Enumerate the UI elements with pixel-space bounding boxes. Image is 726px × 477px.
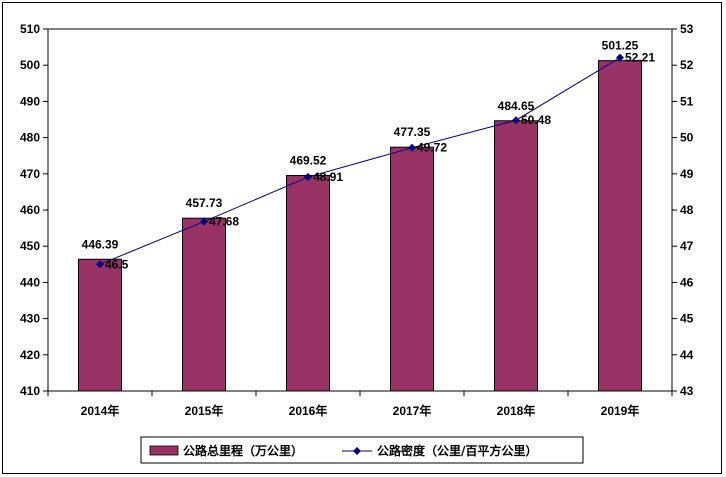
right-axis-tick-label: 45 xyxy=(680,312,694,326)
line-point xyxy=(616,53,624,62)
left-axis-tick-label: 460 xyxy=(20,203,40,217)
legend-bar-swatch xyxy=(149,445,179,456)
plot-area xyxy=(47,28,673,392)
legend-line-marker xyxy=(353,447,361,455)
right-axis-tick-label: 43 xyxy=(680,384,694,398)
right-axis-tick-label: 52 xyxy=(680,58,694,72)
line-point xyxy=(304,173,312,182)
axes: 410 420 430 440 450 460 470 480 490 500 510 43 44 45 4… xyxy=(20,22,694,398)
left-axis-tick-label: 510 xyxy=(20,22,40,36)
left-axis-tick-label: 410 xyxy=(20,384,40,398)
line-point xyxy=(408,143,416,152)
x-axis-category-label: 2016年 xyxy=(289,403,328,418)
bar-value-label: 477.35 xyxy=(394,125,431,139)
legend-line-label: 公路密度（公里/百平方公里） xyxy=(377,443,537,458)
bar xyxy=(286,175,330,392)
right-axis-tick-label: 50 xyxy=(680,131,694,145)
data-labels: 446.39 457.73 469.52 477.35 484.65 501.25 46.5… xyxy=(82,39,656,272)
bar xyxy=(390,146,434,392)
left-axis-tick-label: 420 xyxy=(20,348,40,362)
legend-bar-label: 公路总里程（万公里） xyxy=(183,443,303,458)
right-axis-tick-label: 51 xyxy=(680,94,694,108)
x-axis-category-label: 2019年 xyxy=(601,403,640,418)
legend-box xyxy=(140,436,584,464)
right-axis-tick-label: 48 xyxy=(680,203,694,217)
x-axis-ticks: 2014年 2015年 2016年 2017年 2018年 2019年 xyxy=(81,403,640,418)
line-value-label: 47.68 xyxy=(209,215,239,229)
line-point xyxy=(512,116,520,125)
left-axis-tick-label: 490 xyxy=(20,94,40,108)
bar xyxy=(598,60,642,392)
left-axis-tick-label: 480 xyxy=(20,131,40,145)
right-axis-tick-label: 46 xyxy=(680,275,694,289)
right-axis-tick-label: 49 xyxy=(680,167,694,181)
bar xyxy=(182,217,226,392)
line-value-label: 50.48 xyxy=(521,113,551,127)
line-value-label: 49.72 xyxy=(417,141,447,155)
x-axis-category-label: 2015年 xyxy=(185,403,224,418)
right-axis-tick-label: 53 xyxy=(680,22,694,36)
line-value-label: 46.5 xyxy=(105,257,129,271)
x-axis-category-label: 2017年 xyxy=(393,403,432,418)
line-series xyxy=(96,53,624,269)
bar xyxy=(494,120,538,392)
bar xyxy=(78,258,122,392)
bar-value-label: 484.65 xyxy=(498,99,535,113)
bar-value-label: 446.39 xyxy=(82,237,119,251)
x-axis-category-label: 2014年 xyxy=(81,403,120,418)
bar-series xyxy=(78,60,642,392)
right-axis-tick-label: 47 xyxy=(680,239,694,253)
bar-value-label: 469.52 xyxy=(290,154,327,168)
left-axis-tick-label: 430 xyxy=(20,312,40,326)
left-axis-tick-label: 500 xyxy=(20,58,40,72)
line-point xyxy=(96,260,104,269)
line-value-label: 52.21 xyxy=(625,51,655,65)
x-axis-category-label: 2018年 xyxy=(497,403,536,418)
line-point xyxy=(200,217,208,226)
bar-value-label: 501.25 xyxy=(602,39,639,53)
left-axis-tick-label: 440 xyxy=(20,275,40,289)
line-value-label: 48.91 xyxy=(313,170,343,184)
density-line xyxy=(99,57,621,265)
bar-value-label: 457.73 xyxy=(186,196,223,210)
legend: 公路总里程（万公里） 公路密度（公里/百平方公里） xyxy=(140,436,584,464)
right-axis-tick-label: 44 xyxy=(680,348,694,362)
left-axis-tick-label: 470 xyxy=(20,167,40,181)
left-axis-tick-label: 450 xyxy=(20,239,40,253)
